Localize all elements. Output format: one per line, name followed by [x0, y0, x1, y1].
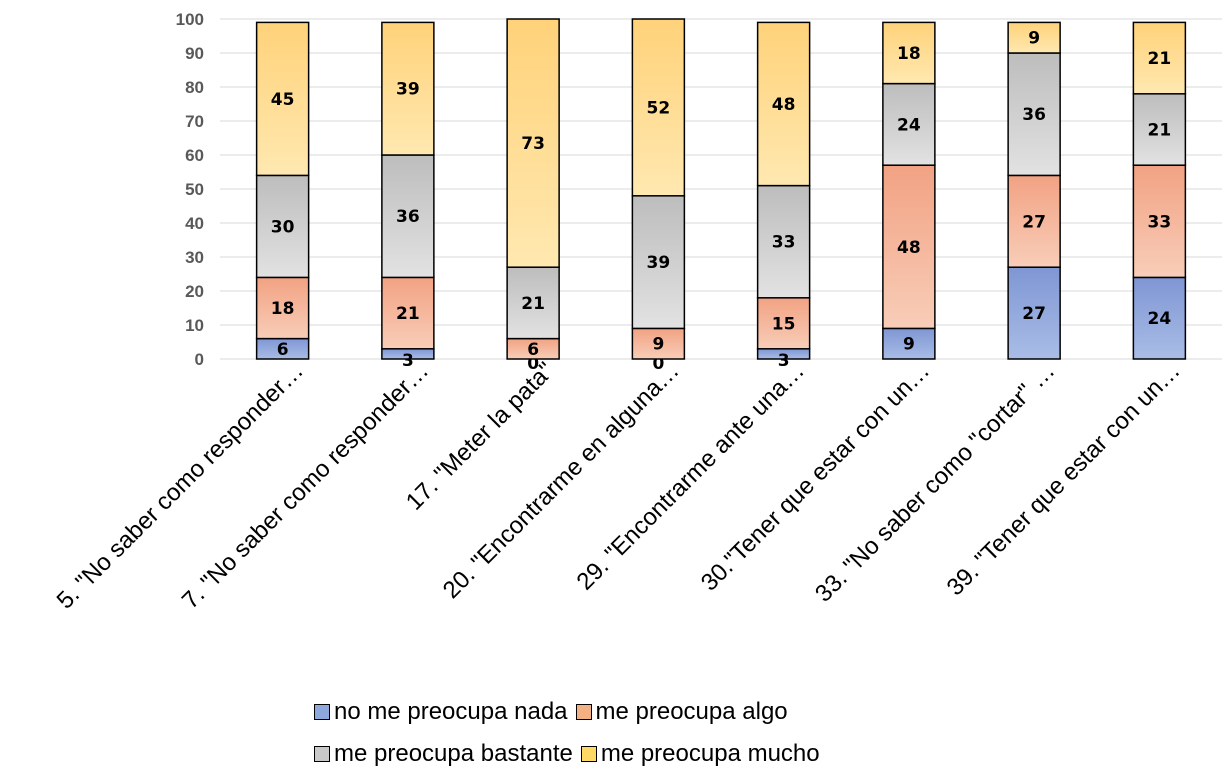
bar-segment-5-4: [756, 21, 811, 187]
data-label-1-2: 18: [271, 299, 295, 319]
bar-segment-7-2: [1007, 174, 1061, 268]
bar-segment-2-4: [381, 21, 435, 156]
bar-segment-1-4: [255, 21, 310, 177]
y-tick-label-70: 70: [185, 112, 204, 131]
data-label-1-3: 30: [271, 217, 295, 237]
bar-segment-4-4: [631, 18, 686, 197]
x-category-label-4: 20. "Encontrarme en alguna…: [438, 357, 685, 604]
legend-item-nada: no me preocupa nada: [314, 698, 568, 726]
data-label-4-4: 52: [647, 98, 671, 118]
data-label-2-3: 36: [396, 207, 420, 227]
y-tick-label-30: 30: [185, 248, 204, 267]
data-label-6-4: 18: [897, 44, 921, 64]
bar-segment-3-4: [506, 18, 560, 268]
data-label-4-2: 9: [652, 335, 664, 355]
y-tick-label-40: 40: [185, 214, 204, 233]
y-tick-label-20: 20: [185, 282, 204, 301]
bar-segment-7-1: [1007, 266, 1061, 360]
data-label-5-1: 3: [778, 351, 790, 371]
x-axis-labels: 5. "No saber como responder…7. "No saber…: [52, 357, 1186, 614]
data-label-5-4: 48: [772, 95, 796, 115]
legend-label-bastante: me preocupa bastante: [334, 740, 573, 767]
legend-item-mucho: me preocupa mucho: [580, 740, 820, 768]
data-label-3-3: 21: [521, 294, 545, 314]
bars: 6183045321363906217309395231533489482418…: [255, 18, 1187, 374]
bar-segment-1-3: [255, 174, 310, 279]
bar-segment-2-3: [381, 154, 435, 279]
data-label-7-3: 36: [1022, 105, 1046, 125]
data-label-7-4: 9: [1028, 29, 1040, 49]
bar-segment-5-2: [756, 297, 811, 350]
data-label-8-2: 33: [1148, 212, 1172, 232]
data-label-2-2: 21: [396, 304, 420, 324]
y-tick-label-0: 0: [195, 350, 204, 369]
legend-row-1: no me preocupa nada me preocupa algo: [314, 698, 796, 726]
bar-segment-6-3: [882, 82, 936, 166]
bar-segment-6-4: [882, 21, 936, 85]
y-tick-label-100: 100: [176, 10, 204, 29]
x-category-label-6: 30."Tener que estar con un…: [696, 357, 935, 596]
bar-segment-7-4: [1007, 21, 1061, 54]
data-label-8-3: 21: [1148, 121, 1172, 141]
data-label-6-1: 9: [903, 335, 915, 355]
legend-swatch-algo: [575, 704, 592, 720]
data-label-8-4: 21: [1148, 49, 1172, 69]
data-label-2-1: 3: [402, 351, 414, 371]
data-label-2-4: 39: [396, 80, 420, 100]
data-label-5-2: 15: [772, 314, 796, 334]
y-tick-label-90: 90: [185, 44, 204, 63]
data-label-4-3: 39: [647, 253, 671, 273]
bar-segment-2-2: [381, 276, 435, 350]
bar-segment-8-3: [1132, 93, 1187, 166]
x-category-label-5: 29. "Encontrarme ante una…: [572, 357, 810, 595]
data-label-7-1: 27: [1022, 304, 1046, 324]
bar-segment-8-4: [1132, 21, 1187, 95]
bar-segment-1-2: [255, 276, 310, 340]
bar-segment-8-2: [1132, 164, 1187, 279]
y-tick-label-50: 50: [185, 180, 204, 199]
data-label-1-4: 45: [271, 90, 295, 110]
data-label-3-4: 73: [521, 134, 545, 154]
data-label-7-2: 27: [1022, 212, 1046, 232]
gridlines: [220, 18, 1222, 360]
legend-swatch-mucho: [580, 746, 597, 762]
data-label-8-1: 24: [1148, 309, 1172, 329]
x-category-label-8: 39. "Tener que estar con un…: [942, 357, 1186, 601]
bar-segment-5-3: [756, 184, 811, 299]
legend-label-mucho: me preocupa mucho: [600, 740, 820, 767]
legend-swatch-bastante: [314, 746, 330, 762]
data-label-1-1: 6: [277, 340, 289, 360]
legend-swatch-nada: [314, 704, 330, 720]
y-axis-ticks: 0 10 20 30 40 50 60 70 80 90 100: [176, 10, 204, 369]
legend-item-bastante: me preocupa bastante: [314, 740, 573, 768]
data-label-3-2: 6: [527, 340, 539, 360]
x-category-label-2: 7. "No saber como responder…: [177, 357, 434, 614]
data-label-6-2: 48: [897, 238, 921, 258]
data-label-5-3: 33: [772, 233, 796, 253]
bar-segment-7-3: [1007, 52, 1061, 177]
y-tick-label-10: 10: [185, 316, 204, 335]
data-label-6-3: 24: [897, 115, 921, 135]
legend-label-algo: me preocupa algo: [595, 698, 788, 725]
legend-row-2: me preocupa bastante me preocupa mucho: [314, 740, 828, 768]
bar-segment-6-2: [882, 164, 936, 330]
bar-segment-4-3: [631, 195, 686, 330]
bar-segment-4-2: [631, 327, 686, 360]
x-category-label-1: 5. "No saber como responder…: [52, 357, 309, 614]
x-category-label-7: 33. "No saber como "cortar" …: [810, 357, 1060, 607]
y-tick-label-80: 80: [185, 78, 204, 97]
legend-label-nada: no me preocupa nada: [334, 698, 568, 725]
legend-item-algo: me preocupa algo: [575, 698, 788, 726]
y-tick-label-60: 60: [185, 146, 204, 165]
